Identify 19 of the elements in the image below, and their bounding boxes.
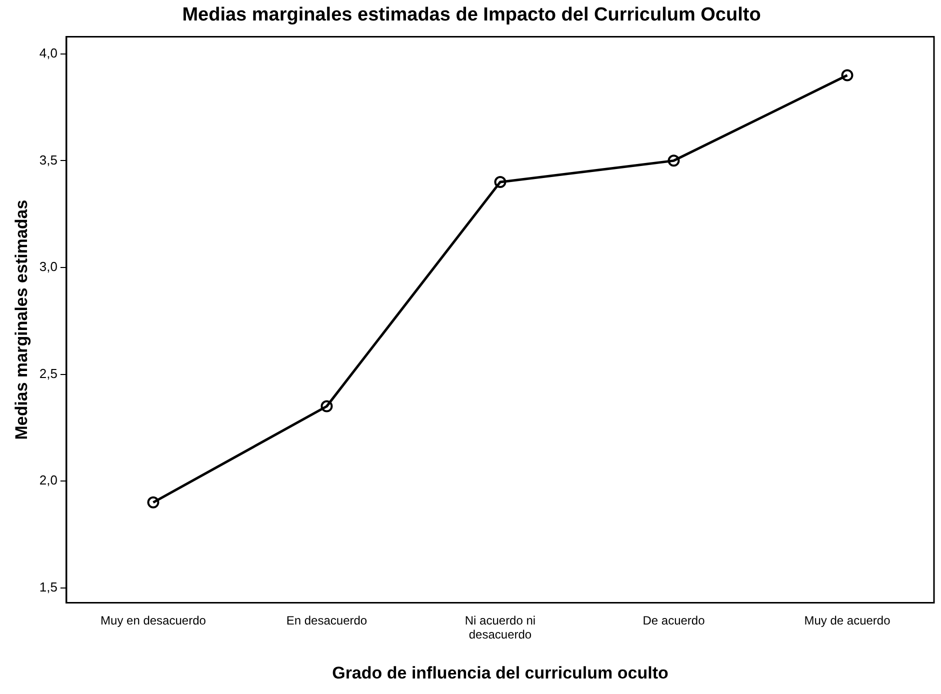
x-tick-label: Ni acuerdo ni desacuerdo [464, 613, 536, 642]
y-tick-label: 1,5 [39, 579, 58, 594]
x-tick-label: Muy de acuerdo [804, 613, 891, 628]
point [841, 69, 854, 82]
y-tick-label: 2,5 [39, 366, 58, 381]
x-tick-label: Muy en desacuerdo [100, 613, 206, 628]
point [320, 400, 333, 412]
y-tick-label: 2,0 [39, 472, 58, 488]
x-tick-label: De acuerdo [642, 613, 706, 628]
y-tick-label: 4,0 [39, 45, 58, 60]
point [494, 176, 506, 188]
x-axis-title: Grado de influencia del curriculum oculto [332, 663, 668, 682]
y-axis-title: Medias marginales estimadas [12, 200, 31, 440]
x-tick-label: En desacuerdo [286, 613, 368, 628]
y-tick-label: 3,0 [39, 259, 58, 274]
point [147, 496, 160, 508]
point [668, 154, 680, 167]
y-tick-label: 3,5 [39, 152, 58, 168]
chart-title: Medias marginales estimadas de Impacto del Curriculum Oculto [182, 4, 761, 26]
